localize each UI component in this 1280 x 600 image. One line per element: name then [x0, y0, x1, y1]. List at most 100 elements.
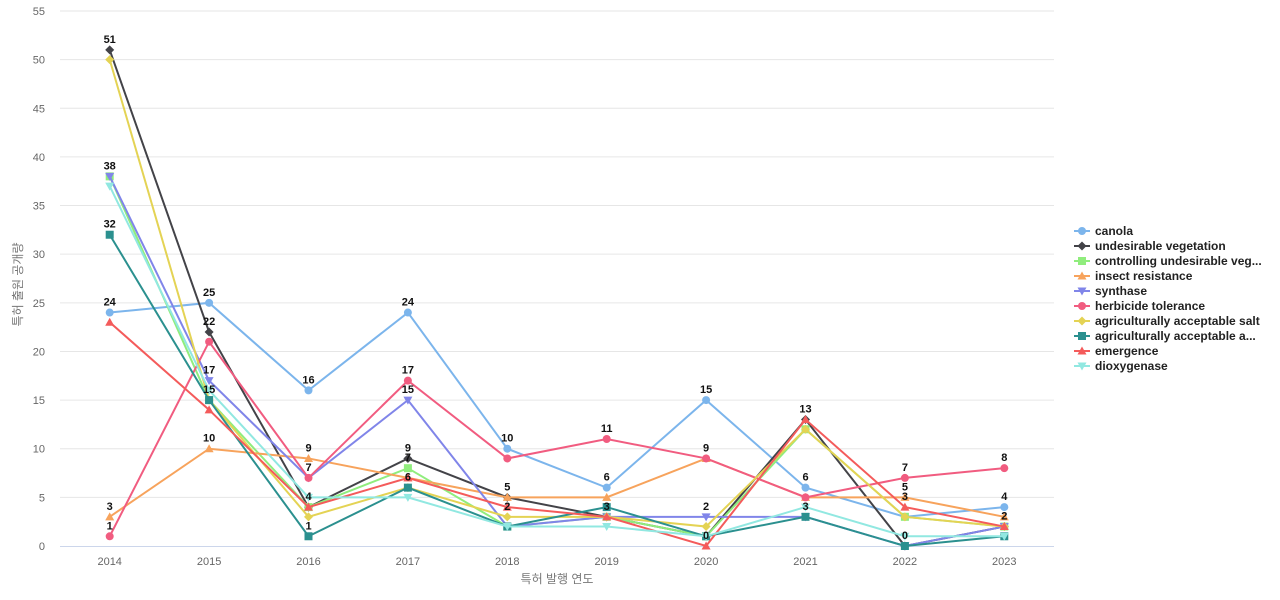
data-point[interactable] — [403, 396, 413, 405]
data-point[interactable] — [1000, 464, 1009, 473]
data-point[interactable] — [304, 502, 313, 511]
data-point[interactable] — [702, 396, 711, 405]
data-point[interactable] — [702, 454, 711, 463]
data-point[interactable] — [999, 532, 1009, 541]
data-point[interactable] — [105, 317, 115, 326]
legend-marker[interactable] — [1077, 346, 1087, 355]
legend-marker[interactable] — [1077, 287, 1087, 296]
data-point[interactable] — [403, 453, 413, 463]
data-point[interactable] — [602, 523, 612, 532]
series-herbicide-tolerance[interactable] — [105, 337, 1009, 541]
legend-item[interactable]: dioxygenase — [1074, 359, 1168, 373]
legend-item[interactable]: synthase — [1074, 284, 1147, 298]
data-point[interactable] — [503, 454, 512, 463]
legend-marker[interactable] — [1078, 332, 1086, 340]
data-point[interactable] — [105, 308, 114, 317]
series-line[interactable] — [108, 339, 1005, 537]
data-point[interactable] — [304, 532, 313, 541]
data-point[interactable] — [999, 512, 1009, 521]
data-point[interactable] — [900, 492, 910, 501]
data-point[interactable] — [701, 541, 711, 550]
legend-item[interactable]: agriculturally acceptable salt — [1074, 314, 1260, 328]
series-line[interactable] — [109, 301, 1005, 518]
data-point[interactable] — [205, 337, 214, 346]
data-point[interactable] — [105, 512, 115, 521]
series-line[interactable] — [108, 59, 1005, 528]
legend-marker[interactable] — [1078, 257, 1086, 265]
data-point[interactable] — [999, 522, 1009, 531]
series-dioxygenase[interactable] — [105, 182, 1009, 541]
data-point[interactable] — [205, 396, 214, 405]
data-point[interactable] — [403, 308, 412, 317]
series-line[interactable] — [109, 321, 1005, 548]
data-point[interactable] — [403, 464, 412, 473]
legend-marker[interactable] — [1077, 362, 1087, 371]
data-point[interactable] — [602, 435, 611, 443]
data-point[interactable] — [900, 532, 910, 541]
data-point[interactable] — [105, 45, 115, 55]
data-point[interactable] — [502, 512, 512, 522]
series-undesirable-vegetation[interactable] — [105, 45, 1009, 551]
series-line[interactable] — [108, 49, 1005, 548]
data-point[interactable] — [503, 444, 512, 453]
data-point[interactable] — [801, 483, 810, 492]
data-point[interactable] — [801, 503, 810, 512]
data-point[interactable] — [105, 172, 115, 181]
data-point[interactable] — [403, 483, 412, 492]
data-point[interactable] — [701, 532, 711, 541]
data-point[interactable] — [105, 182, 115, 191]
data-point[interactable] — [801, 424, 810, 434]
legend-marker[interactable] — [1077, 241, 1087, 251]
legend-item[interactable]: undesirable vegetation — [1074, 239, 1226, 253]
legend-marker[interactable] — [1078, 227, 1086, 235]
data-point[interactable] — [900, 512, 910, 522]
series-line[interactable] — [108, 234, 1005, 548]
data-point[interactable] — [602, 503, 611, 512]
series-insect-resistance[interactable] — [105, 444, 1009, 521]
legend-item[interactable]: insect resistance — [1074, 269, 1193, 283]
data-point[interactable] — [701, 522, 711, 532]
data-point[interactable] — [105, 55, 115, 65]
data-point[interactable] — [304, 473, 313, 482]
data-point[interactable] — [801, 415, 810, 424]
data-point[interactable] — [801, 512, 810, 521]
legend-item[interactable]: emergence — [1074, 344, 1159, 358]
data-point[interactable] — [502, 492, 512, 501]
series-line[interactable] — [108, 175, 1005, 548]
data-point[interactable] — [801, 493, 810, 502]
legend-item[interactable]: canola — [1074, 224, 1133, 238]
legend-item[interactable]: herbicide tolerance — [1074, 299, 1205, 313]
series-canola[interactable] — [105, 298, 1009, 521]
data-point[interactable] — [205, 298, 214, 307]
data-point[interactable] — [204, 377, 214, 386]
series-line[interactable] — [109, 447, 1005, 518]
data-point[interactable] — [502, 523, 512, 532]
data-point[interactable] — [900, 542, 909, 550]
legend-marker[interactable] — [1077, 271, 1087, 280]
legend-marker[interactable] — [1077, 316, 1087, 326]
data-point[interactable] — [204, 405, 214, 414]
data-point[interactable] — [502, 502, 512, 511]
legend-item[interactable]: agriculturally acceptable a... — [1074, 329, 1256, 343]
data-point[interactable] — [701, 513, 711, 522]
data-point[interactable] — [204, 327, 214, 337]
data-point[interactable] — [602, 512, 612, 521]
legend-item[interactable]: controlling undesirable veg... — [1074, 254, 1262, 268]
data-point[interactable] — [602, 483, 611, 492]
legend-marker[interactable] — [1078, 302, 1086, 310]
data-point[interactable] — [304, 493, 313, 502]
data-point[interactable] — [900, 473, 909, 482]
data-point[interactable] — [304, 512, 313, 522]
data-point[interactable] — [204, 386, 214, 395]
data-point[interactable] — [1000, 503, 1009, 512]
series-line[interactable] — [108, 185, 1005, 538]
data-point[interactable] — [304, 386, 313, 395]
series-line[interactable] — [108, 175, 1005, 538]
data-point[interactable] — [204, 444, 214, 453]
series-synthase[interactable] — [105, 172, 1009, 551]
data-point[interactable] — [105, 532, 114, 541]
data-point[interactable] — [900, 502, 910, 511]
series-agriculturally-acceptable-salt[interactable] — [105, 55, 1009, 532]
data-point[interactable] — [602, 492, 612, 501]
